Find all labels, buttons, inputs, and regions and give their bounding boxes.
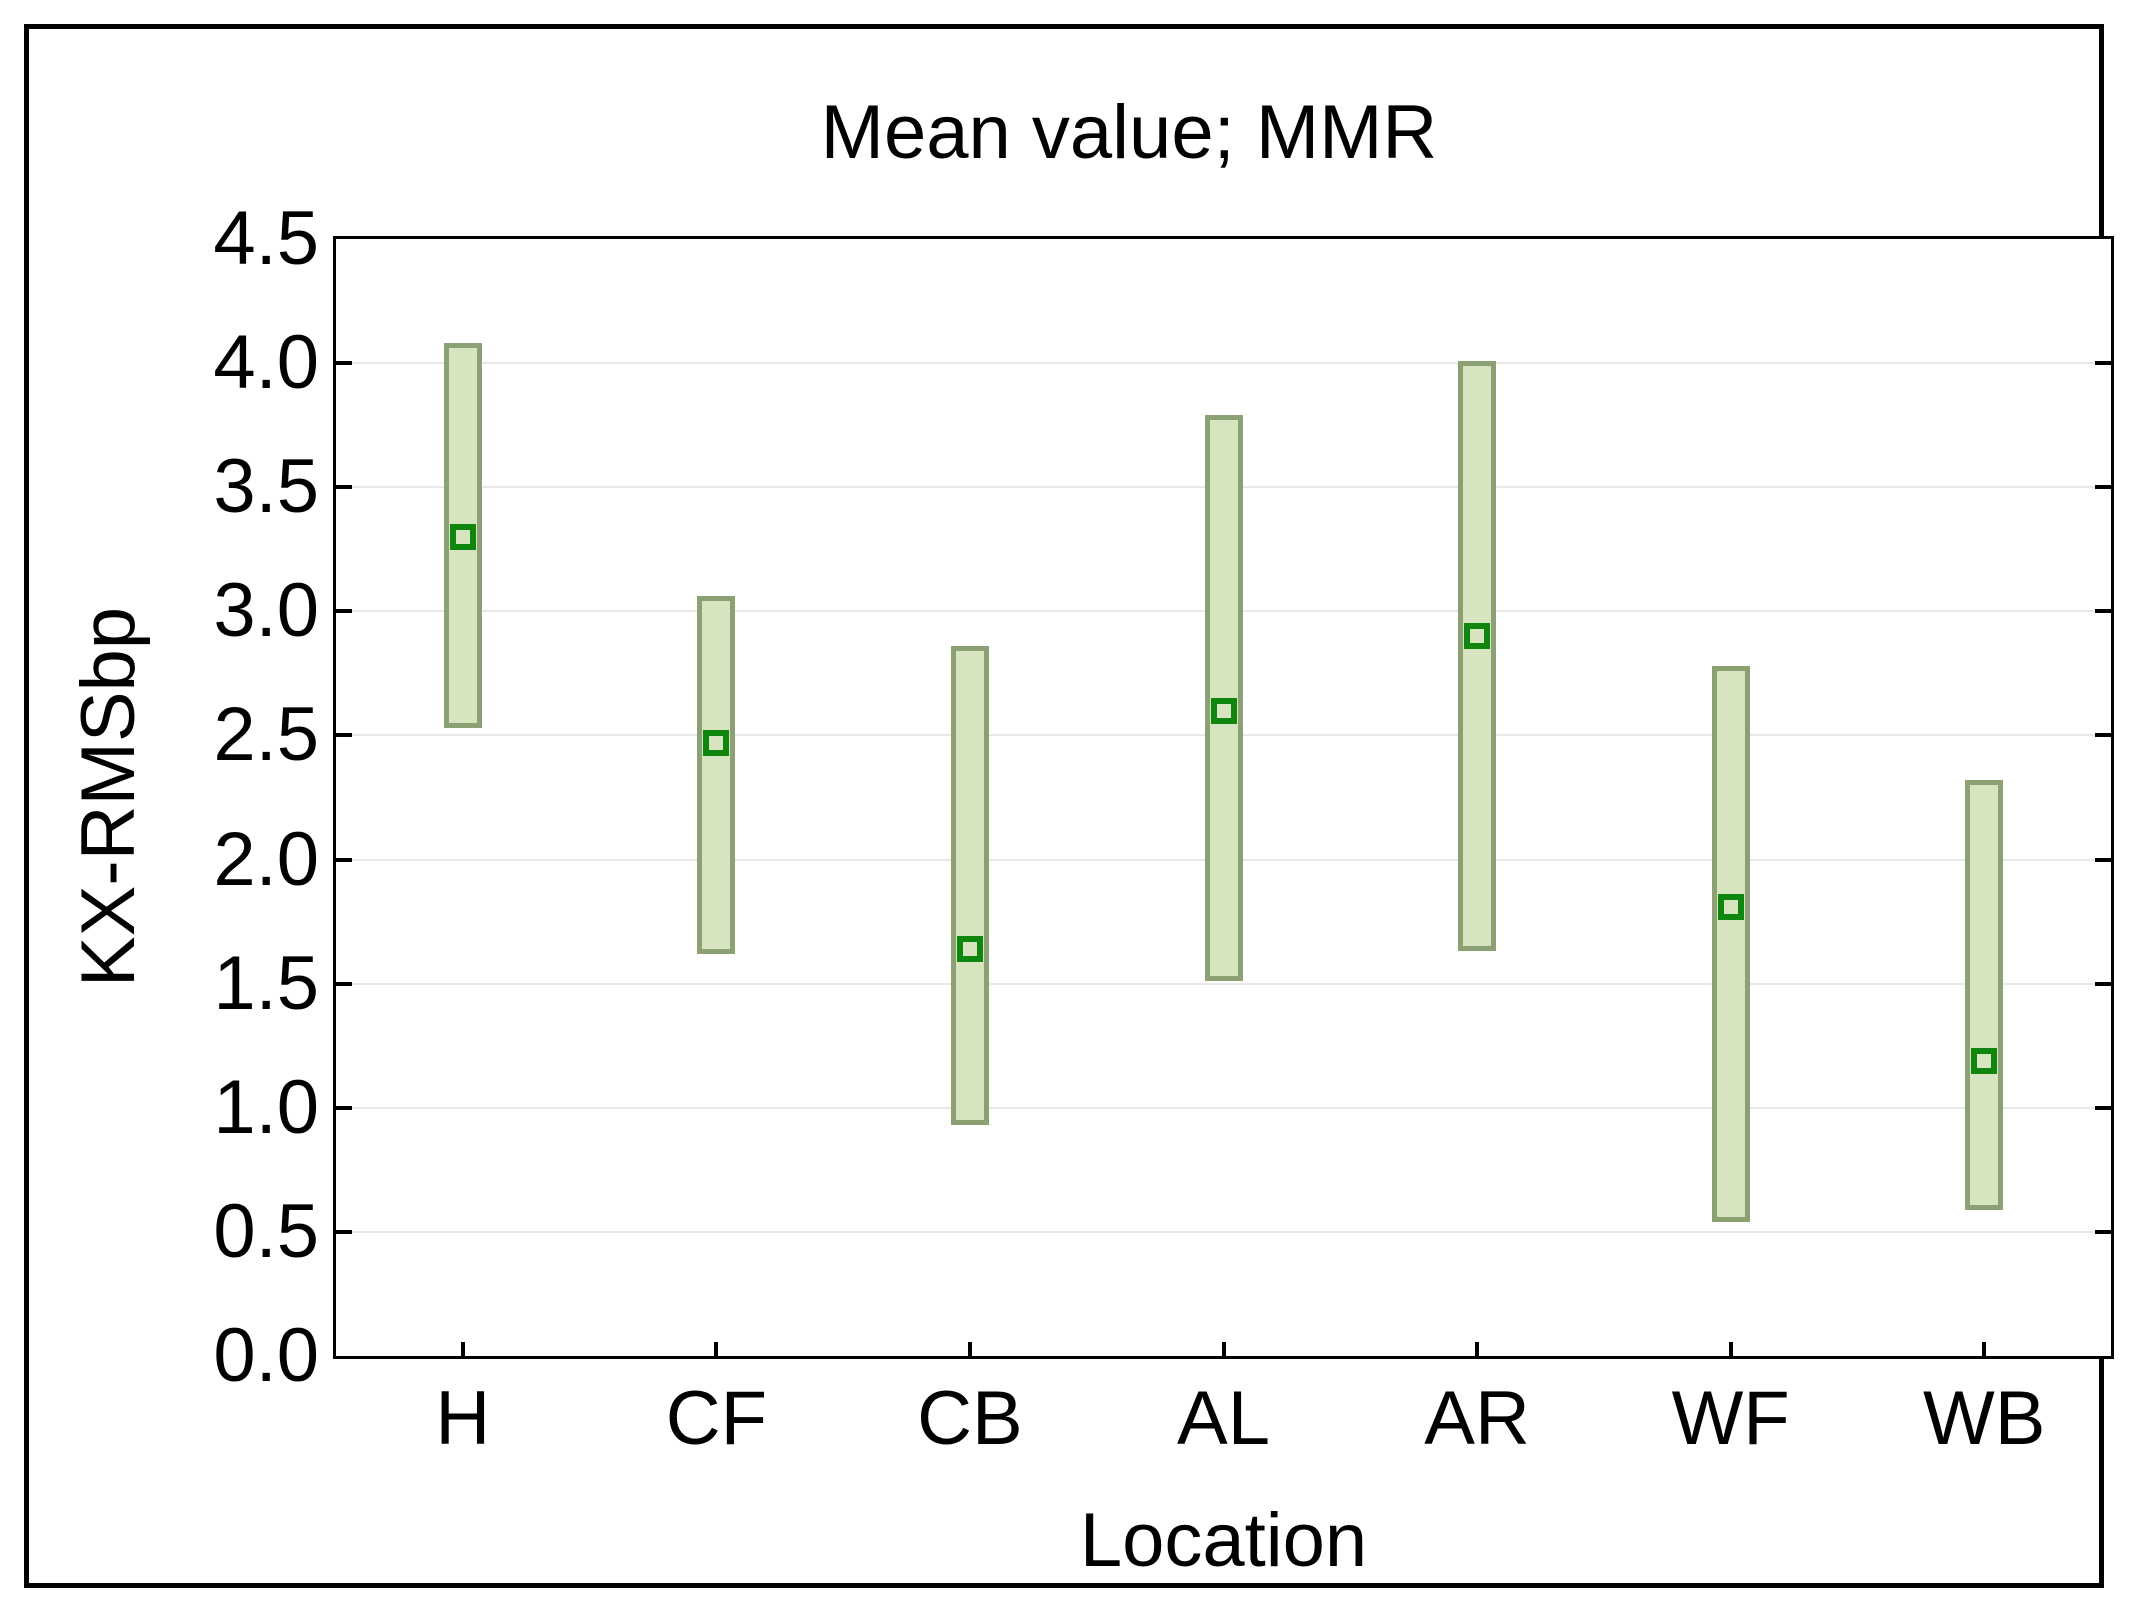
x-axis-tick xyxy=(1475,1342,1480,1356)
mean-marker xyxy=(1210,697,1237,724)
range-bar xyxy=(1458,360,1497,952)
gridline xyxy=(336,362,2111,365)
y-tick-label: 4.0 xyxy=(213,320,319,406)
figure-frame: Mean value; MMR KX-RMSbp Location 0.0 0.5… xyxy=(24,24,2114,1588)
y-tick-label: 2.0 xyxy=(213,816,319,902)
y-axis-tick-left xyxy=(336,361,352,366)
y-axis-tick-left xyxy=(336,485,352,490)
x-axis-tick xyxy=(1982,1342,1987,1356)
y-axis-tick-right xyxy=(2095,1229,2111,1234)
range-bar xyxy=(950,646,989,1126)
y-tick-label: 1.0 xyxy=(213,1064,319,1150)
y-axis-tick-right xyxy=(2095,1105,2111,1110)
range-bar xyxy=(697,596,736,954)
x-category-label: H xyxy=(435,1376,491,1461)
x-category-label: CB xyxy=(917,1376,1023,1461)
x-axis-tick xyxy=(1221,1342,1226,1356)
y-tick-label: 1.5 xyxy=(213,940,319,1026)
y-tick-label: 0.0 xyxy=(213,1313,319,1398)
y-axis-tick-left xyxy=(336,733,352,738)
chart-title: Mean value; MMR xyxy=(820,90,1438,175)
mean-marker xyxy=(1464,623,1491,650)
x-category-label: WF xyxy=(1671,1376,1790,1461)
mean-marker xyxy=(703,729,730,756)
y-axis-tick-right xyxy=(2095,981,2111,986)
mean-marker xyxy=(956,935,983,962)
y-tick-label: 2.5 xyxy=(213,692,319,778)
y-tick-label: 4.5 xyxy=(213,196,319,281)
x-axis-tick xyxy=(967,1342,972,1356)
gridline xyxy=(336,1230,2111,1233)
y-axis-tick-right xyxy=(2095,361,2111,366)
x-category-label: WB xyxy=(1922,1376,2046,1461)
y-axis-tick-right xyxy=(2095,609,2111,614)
y-tick-label: 3.0 xyxy=(213,568,319,654)
y-tick-label: 0.5 xyxy=(213,1188,319,1274)
y-axis-tick-right xyxy=(2095,857,2111,862)
range-bar xyxy=(1711,665,1750,1222)
gridline xyxy=(336,1106,2111,1109)
y-axis-tick-left xyxy=(336,609,352,614)
y-axis-tick-right xyxy=(2095,485,2111,490)
mean-marker xyxy=(449,523,476,550)
y-tick-label: 3.5 xyxy=(213,444,319,530)
y-axis-tick-left xyxy=(336,857,352,862)
x-category-label: AL xyxy=(1177,1376,1270,1461)
x-axis-tick xyxy=(460,1342,465,1356)
y-axis-tick-right xyxy=(2095,733,2111,738)
x-category-label: CF xyxy=(665,1376,767,1461)
plot-area xyxy=(333,236,2114,1359)
x-axis-title: Location xyxy=(1079,1498,1368,1583)
y-axis-title: KX-RMSbp xyxy=(66,606,151,988)
y-axis-tick-left xyxy=(336,1229,352,1234)
range-bar xyxy=(1965,780,2004,1210)
x-axis-tick xyxy=(714,1342,719,1356)
x-category-label: AR xyxy=(1424,1376,1530,1461)
mean-marker xyxy=(1971,1047,1998,1074)
y-axis-tick-left xyxy=(336,981,352,986)
gridline xyxy=(336,982,2111,985)
x-axis-tick xyxy=(1728,1342,1733,1356)
y-axis-tick-left xyxy=(336,1105,352,1110)
mean-marker xyxy=(1717,893,1744,920)
